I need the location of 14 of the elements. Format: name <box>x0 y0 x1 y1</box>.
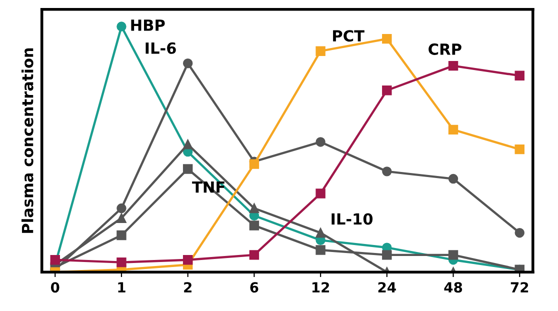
x-tick-label: 24 <box>378 282 396 292</box>
series-label: PCT <box>333 30 364 42</box>
x-tick-label: 12 <box>312 282 330 292</box>
series-label: HBP <box>131 20 165 31</box>
series-label: IL-6 <box>146 42 176 54</box>
x-tick-label: 6 <box>250 282 258 293</box>
x-tick-label: 0 <box>50 282 60 293</box>
series-label: IL-10 <box>332 213 373 225</box>
x-tick-label: 72 <box>510 282 528 292</box>
x-tick-label: 1 <box>118 282 126 292</box>
x-tick-label: 48 <box>444 282 462 293</box>
series-label: CRP <box>428 43 462 55</box>
x-tick-label: 2 <box>184 282 192 292</box>
y-axis-title: Plasma concentration <box>22 48 34 233</box>
